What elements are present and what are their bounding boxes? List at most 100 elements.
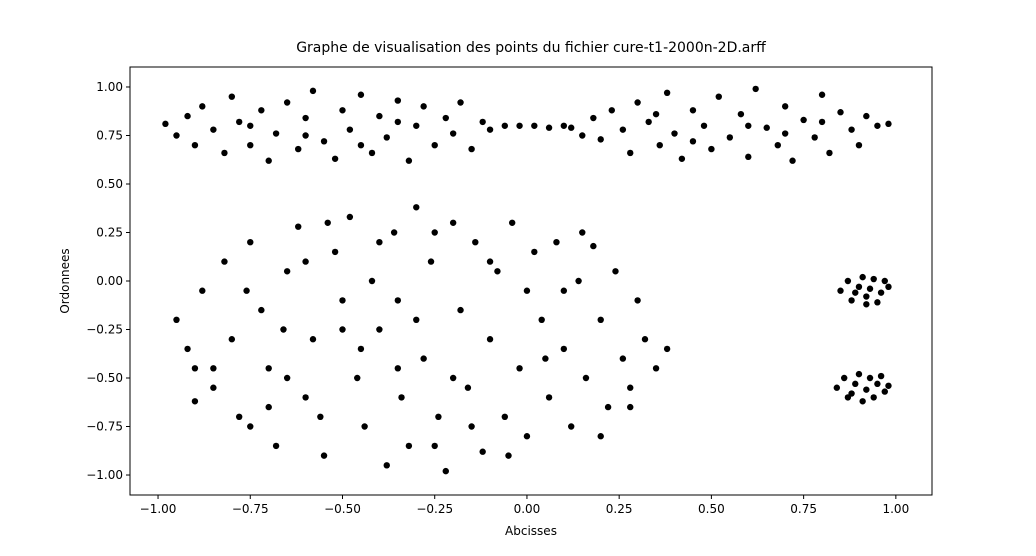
point <box>575 277 582 285</box>
point <box>283 268 291 275</box>
point <box>468 423 475 430</box>
point <box>272 442 280 450</box>
point <box>663 345 671 353</box>
point <box>199 287 206 294</box>
point <box>435 413 442 421</box>
point <box>597 433 604 440</box>
point <box>608 107 615 114</box>
point <box>700 122 708 129</box>
point <box>560 122 568 129</box>
point <box>420 103 427 110</box>
point <box>247 238 254 246</box>
point <box>818 91 826 98</box>
point <box>841 374 848 382</box>
point <box>449 374 457 382</box>
point <box>627 149 634 157</box>
point <box>210 384 217 391</box>
point <box>464 384 472 391</box>
point <box>516 365 523 372</box>
point <box>634 297 641 304</box>
point <box>597 136 604 143</box>
point <box>877 372 885 380</box>
point <box>516 122 523 129</box>
point <box>627 403 634 411</box>
point <box>442 114 449 122</box>
point <box>339 107 346 114</box>
point <box>844 277 852 285</box>
point <box>210 365 217 372</box>
x-tick-label: −0.75 <box>232 502 269 516</box>
point <box>368 149 376 157</box>
point <box>431 141 438 149</box>
point <box>449 130 457 137</box>
point <box>295 223 302 230</box>
plot-area <box>162 85 892 475</box>
point <box>191 141 199 149</box>
x-tick-label: 0.75 <box>790 502 817 516</box>
x-tick-label: 0.50 <box>698 502 725 516</box>
point <box>357 345 365 353</box>
point <box>870 394 877 401</box>
point <box>383 462 390 469</box>
point <box>376 238 383 246</box>
point <box>689 138 697 145</box>
point <box>652 110 660 118</box>
point <box>745 153 752 161</box>
point <box>874 380 881 388</box>
point <box>235 118 243 126</box>
point <box>442 467 449 475</box>
point <box>184 345 191 353</box>
x-tick-label: −0.25 <box>416 502 453 516</box>
point <box>235 413 243 421</box>
point <box>501 122 509 129</box>
point <box>247 141 254 149</box>
point <box>505 452 512 459</box>
y-tick-label: −0.25 <box>86 323 123 337</box>
x-axis-label: Abcisses <box>505 524 557 538</box>
point <box>531 248 538 256</box>
y-tick-label: 0.25 <box>96 225 123 239</box>
point <box>627 384 634 391</box>
point <box>339 326 346 333</box>
x-tick-label: −1.00 <box>140 502 177 516</box>
point <box>210 126 217 133</box>
point <box>501 413 509 421</box>
x-tick-label: −0.50 <box>324 502 361 516</box>
point <box>295 145 302 153</box>
point <box>309 336 317 343</box>
point <box>656 141 663 149</box>
point <box>619 355 627 362</box>
point <box>390 229 398 236</box>
point <box>283 374 291 382</box>
x-tick-label: 1.00 <box>882 502 909 516</box>
point <box>383 134 390 141</box>
point <box>199 103 206 110</box>
y-tick-label: −0.50 <box>86 371 123 385</box>
point <box>394 365 402 372</box>
point <box>221 258 228 265</box>
point <box>604 403 612 411</box>
point <box>302 132 309 139</box>
point <box>302 114 309 122</box>
point <box>612 268 619 275</box>
chart-title: Graphe de visualisation des points du fi… <box>296 40 766 56</box>
point <box>405 157 413 164</box>
point <box>320 452 328 459</box>
point <box>818 118 826 126</box>
point <box>582 374 590 382</box>
point <box>645 118 652 126</box>
point <box>331 248 339 256</box>
point <box>874 122 881 129</box>
y-tick-label: −0.75 <box>86 420 123 434</box>
point <box>413 122 420 129</box>
point <box>405 442 413 450</box>
point <box>457 306 464 314</box>
point <box>486 336 494 343</box>
point <box>184 112 191 120</box>
point <box>479 448 486 455</box>
point <box>789 157 796 164</box>
point <box>590 242 597 250</box>
point <box>689 107 697 114</box>
